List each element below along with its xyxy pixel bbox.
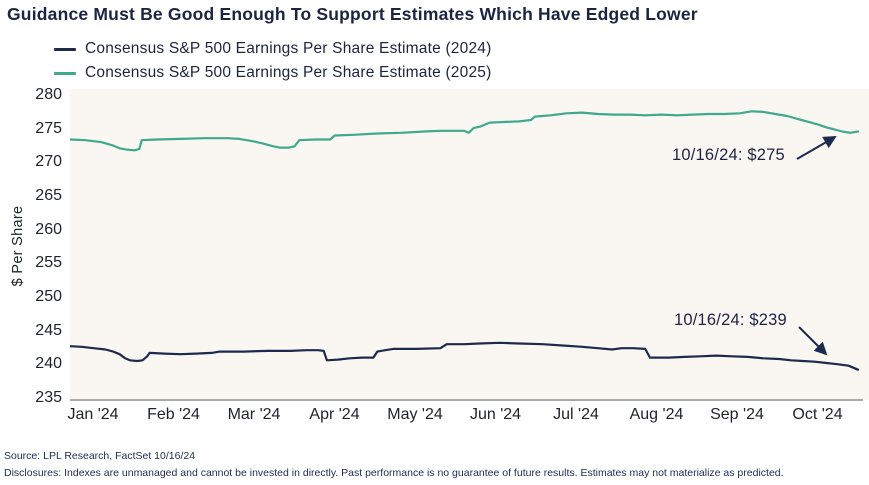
y-tick-label: 260 bbox=[35, 220, 62, 238]
y-tick-label: 240 bbox=[35, 355, 62, 373]
legend-item-2024: Consensus S&P 500 Earnings Per Share Est… bbox=[54, 37, 491, 61]
x-axis-line bbox=[70, 399, 863, 401]
annotation-arrow-2024 bbox=[798, 326, 828, 356]
x-tick-label: Oct '24 bbox=[792, 406, 843, 423]
plot-area-background bbox=[70, 89, 869, 400]
legend-label-2025: Consensus S&P 500 Earnings Per Share Est… bbox=[85, 64, 492, 81]
x-tick-label: Jul '24 bbox=[553, 406, 599, 423]
chart-title: Guidance Must Be Good Enough To Support … bbox=[7, 4, 698, 24]
y-tick-label: 280 bbox=[35, 86, 62, 104]
y-tick-label: 235 bbox=[35, 389, 62, 406]
y-tick-label: 250 bbox=[35, 288, 62, 306]
annotation-2024-value: 10/16/24: $239 bbox=[674, 311, 787, 329]
y-tick-label: 265 bbox=[35, 187, 62, 205]
legend-line-swatch-2025 bbox=[54, 71, 76, 75]
series-line-2024 bbox=[70, 341, 860, 371]
legend-line-swatch-2024 bbox=[54, 47, 76, 51]
chart-legend: Consensus S&P 500 Earnings Per Share Est… bbox=[54, 37, 491, 85]
legend-label-2024: Consensus S&P 500 Earnings Per Share Est… bbox=[85, 40, 492, 57]
series-line-2025 bbox=[70, 110, 860, 152]
disclosures-text: Disclosures: Indexes are unmanaged and c… bbox=[4, 467, 784, 479]
x-tick-label: May '24 bbox=[387, 406, 443, 423]
annotation-arrow-2025 bbox=[796, 136, 837, 160]
x-tick-label: Aug '24 bbox=[629, 406, 684, 423]
y-tick-label: 270 bbox=[35, 153, 62, 171]
chart-plot-svg bbox=[70, 110, 860, 371]
x-tick-label: Mar '24 bbox=[227, 406, 281, 423]
y-axis-title: $ Per Share bbox=[10, 205, 26, 287]
y-tick-label: 255 bbox=[35, 254, 62, 272]
source-text: Source: LPL Research, FactSet 10/16/24 bbox=[4, 450, 196, 462]
legend-item-2025: Consensus S&P 500 Earnings Per Share Est… bbox=[54, 61, 491, 85]
x-tick-label: Apr '24 bbox=[309, 406, 360, 423]
annotation-2025-value: 10/16/24: $275 bbox=[672, 146, 785, 164]
x-tick-label: Sep '24 bbox=[710, 406, 764, 423]
x-tick-label: Feb '24 bbox=[147, 406, 200, 423]
x-tick-label: Jun '24 bbox=[469, 406, 522, 423]
x-tick-label: Jan '24 bbox=[67, 406, 119, 423]
y-tick-label: 275 bbox=[35, 119, 62, 137]
y-tick-label: 245 bbox=[35, 321, 62, 339]
